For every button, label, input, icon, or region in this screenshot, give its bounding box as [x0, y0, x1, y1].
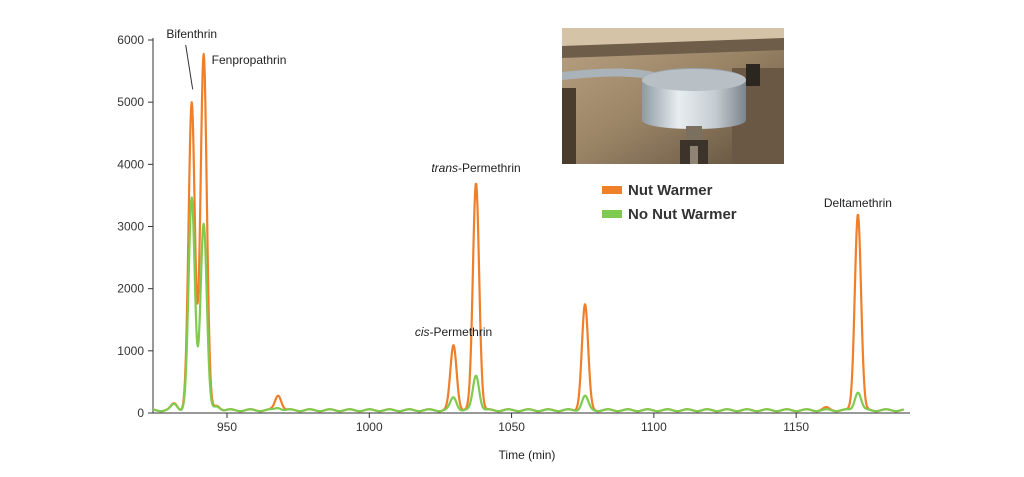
peak-labels: BifenthrinFenpropathrincis-Permethrintra… [166, 27, 892, 339]
series-line-no-nut-warmer [152, 196, 905, 413]
peak-label-text: Bifenthrin [166, 27, 217, 41]
bifenthrin-leader-line [185, 44, 194, 90]
peak-label-italic: trans [431, 161, 458, 175]
peak-label: Deltamethrin [824, 196, 892, 210]
peak-label: trans-Permethrin [431, 161, 520, 175]
legend-swatch [602, 210, 622, 218]
y-tick-label: 3000 [117, 220, 144, 234]
y-tick-label: 6000 [117, 33, 144, 47]
x-tick-label: 1150 [783, 420, 809, 434]
peak-label-text: -Permethrin [430, 325, 493, 339]
legend-label: Nut Warmer [628, 182, 713, 199]
peak-label: Bifenthrin [166, 27, 217, 41]
x-axis: 950 1000 1050 1100 1150 [153, 412, 910, 434]
x-axis-title: Time (min) [499, 448, 556, 462]
y-tick-label: 1000 [117, 344, 144, 358]
y-tick-label: 0 [137, 406, 144, 420]
peak-label-text: Deltamethrin [824, 196, 892, 210]
peak-label-text: -Permethrin [458, 161, 521, 175]
y-axis: 0 1000 2000 3000 4000 5000 6000 [117, 33, 154, 420]
legend-swatch [602, 186, 622, 194]
x-tick-label: 1100 [641, 420, 667, 434]
x-tick-label: 950 [217, 420, 237, 434]
y-tick-label: 2000 [117, 282, 144, 296]
peak-label-italic: cis [415, 325, 430, 339]
legend: Nut Warmer No Nut Warmer [602, 182, 737, 223]
x-tick-label: 1000 [356, 420, 383, 434]
nut-warmer-photo [562, 28, 784, 164]
series-line-nut-warmer [152, 52, 905, 413]
y-tick-label: 5000 [117, 95, 144, 109]
series-layer [152, 52, 905, 413]
x-tick-label: 1050 [498, 420, 525, 434]
y-tick-label: 4000 [117, 157, 144, 171]
peak-label: cis-Permethrin [415, 325, 492, 339]
peak-label-text: Fenpropathrin [212, 53, 287, 67]
peak-label: Fenpropathrin [212, 53, 287, 67]
legend-label: No Nut Warmer [628, 206, 737, 223]
